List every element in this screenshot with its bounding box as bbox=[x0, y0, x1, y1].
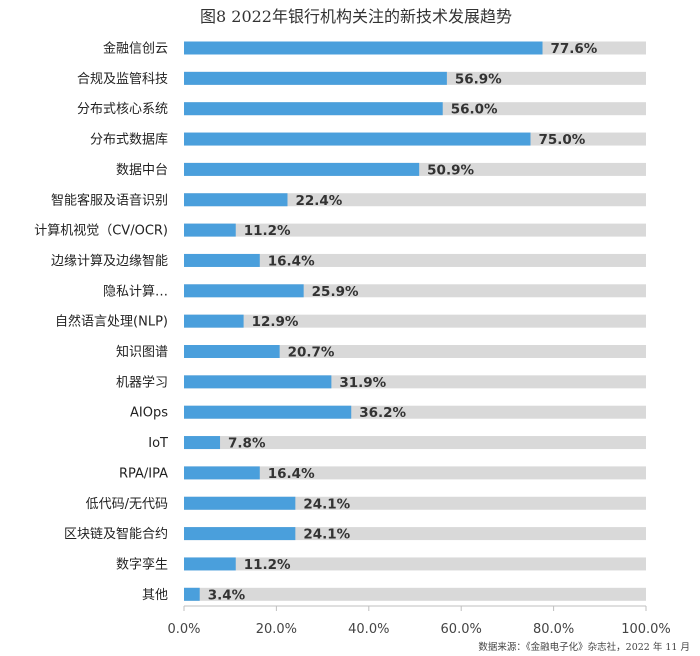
category-label: RPA/IPA bbox=[119, 466, 168, 481]
bar bbox=[184, 375, 332, 389]
bar-row: 知识图谱 20.7% bbox=[116, 344, 646, 361]
value-label: 31.9% bbox=[339, 375, 386, 391]
x-tick-label: 40.0% bbox=[348, 622, 389, 637]
value-label: 50.9% bbox=[427, 162, 474, 178]
value-label: 11.2% bbox=[244, 223, 291, 239]
bars-group: 金融信创云 77.6% 合规及监管科技 56.9% 分布式核心系统 56.0% 分布式数据库… bbox=[34, 41, 646, 603]
bar-track bbox=[184, 496, 646, 510]
bar-track bbox=[184, 587, 646, 601]
value-label: 56.0% bbox=[451, 102, 498, 118]
x-tick-label: 60.0% bbox=[441, 622, 482, 637]
value-label: 16.4% bbox=[268, 253, 315, 269]
bar bbox=[184, 527, 296, 541]
bar-track bbox=[184, 527, 646, 541]
category-label: 金融信创云 bbox=[103, 41, 168, 57]
value-label: 36.2% bbox=[359, 405, 406, 421]
value-label: 16.4% bbox=[268, 466, 315, 482]
value-label: 7.8% bbox=[228, 436, 266, 452]
category-label: 分布式数据库 bbox=[90, 132, 168, 148]
bar-row: RPA/IPA 16.4% bbox=[119, 466, 646, 482]
bar bbox=[184, 345, 280, 358]
bar-row: AIOps 36.2% bbox=[130, 405, 646, 421]
bar-row: 边缘计算及边缘智能 16.4% bbox=[51, 253, 646, 269]
bar bbox=[184, 223, 236, 237]
x-tick-label: 0.0% bbox=[167, 622, 200, 637]
category-label: 计算机视觉（CV/OCR) bbox=[34, 224, 168, 239]
category-label: 合规及监管科技 bbox=[77, 72, 168, 87]
bar-track bbox=[184, 223, 646, 237]
bar bbox=[184, 71, 447, 85]
bar bbox=[184, 587, 200, 601]
value-label: 75.0% bbox=[539, 132, 586, 148]
source-note: 数据来源：《金融电子化》杂志社，2022 年 11 月 bbox=[478, 641, 690, 653]
category-label: 自然语言处理(NLP) bbox=[55, 314, 168, 330]
bar bbox=[184, 102, 443, 116]
category-label: 知识图谱 bbox=[116, 344, 168, 360]
bar bbox=[184, 436, 221, 450]
value-label: 20.7% bbox=[288, 345, 335, 361]
chart-title: 图8 2022年银行机构关注的新技术发展趋势 bbox=[200, 7, 512, 26]
value-label: 25.9% bbox=[312, 284, 359, 300]
bar-row: 计算机视觉（CV/OCR) 11.2% bbox=[34, 223, 646, 239]
bar-row: 智能客服及语音识别 22.4% bbox=[51, 192, 646, 209]
value-label: 11.2% bbox=[244, 557, 291, 573]
bar-row: 其他 3.4% bbox=[142, 587, 646, 603]
bar-row: 金融信创云 77.6% bbox=[103, 41, 646, 57]
bar-track bbox=[184, 193, 646, 207]
value-label: 12.9% bbox=[252, 314, 299, 330]
category-label: 低代码/无代码 bbox=[86, 497, 168, 512]
value-label: 3.4% bbox=[208, 587, 246, 603]
bar-row: 隐私计算… 25.9% bbox=[103, 284, 646, 300]
bar-row: IoT 7.8% bbox=[148, 436, 646, 452]
category-label: 边缘计算及边缘智能 bbox=[51, 254, 168, 269]
value-label: 77.6% bbox=[551, 41, 598, 57]
bar bbox=[184, 466, 260, 480]
bar-row: 自然语言处理(NLP) 12.9% bbox=[55, 314, 646, 330]
bar-row: 分布式核心系统 56.0% bbox=[77, 102, 646, 118]
bar-track bbox=[184, 345, 646, 358]
category-label: 其他 bbox=[142, 588, 168, 603]
category-label: 分布式核心系统 bbox=[77, 102, 168, 117]
bar-row: 低代码/无代码 24.1% bbox=[86, 496, 646, 512]
bar-row: 合规及监管科技 56.9% bbox=[77, 71, 646, 87]
bar bbox=[184, 41, 543, 55]
bar-row: 数据中台 50.9% bbox=[116, 162, 646, 178]
bar bbox=[184, 253, 260, 267]
bar-track bbox=[184, 466, 646, 480]
bar-row: 分布式数据库 75.0% bbox=[90, 132, 646, 148]
bar-track bbox=[184, 436, 646, 450]
category-label: 隐私计算… bbox=[103, 284, 168, 299]
x-tick-label: 80.0% bbox=[533, 622, 574, 637]
category-label: 数据中台 bbox=[116, 163, 168, 178]
bar bbox=[184, 405, 352, 419]
category-label: 机器学习 bbox=[116, 374, 168, 390]
value-label: 56.9% bbox=[455, 71, 502, 87]
value-label: 24.1% bbox=[303, 527, 350, 543]
bar bbox=[184, 314, 244, 328]
bar-track bbox=[184, 557, 646, 571]
bar-row: 机器学习 31.9% bbox=[116, 374, 646, 391]
category-label: 数字孪生 bbox=[116, 556, 168, 572]
bar bbox=[184, 496, 296, 510]
category-label: AIOps bbox=[130, 406, 168, 421]
category-label: IoT bbox=[148, 436, 168, 451]
category-label: 智能客服及语音识别 bbox=[51, 192, 168, 208]
bar bbox=[184, 284, 304, 298]
bar bbox=[184, 132, 531, 146]
bar-row: 区块链及智能合约 24.1% bbox=[64, 527, 646, 543]
bar bbox=[184, 162, 420, 176]
bar bbox=[184, 193, 288, 207]
x-axis: 0.0% 20.0% 40.0% 60.0% 80.0% 100.0% bbox=[167, 605, 671, 637]
category-label: 区块链及智能合约 bbox=[64, 527, 168, 542]
bar-track bbox=[184, 314, 646, 328]
x-tick-label: 20.0% bbox=[256, 622, 297, 637]
value-label: 24.1% bbox=[303, 496, 350, 512]
bar-track bbox=[184, 253, 646, 267]
bar-row: 数字孪生 11.2% bbox=[116, 556, 646, 573]
x-tick-label: 100.0% bbox=[621, 622, 671, 637]
bar bbox=[184, 557, 236, 571]
value-label: 22.4% bbox=[295, 193, 342, 209]
